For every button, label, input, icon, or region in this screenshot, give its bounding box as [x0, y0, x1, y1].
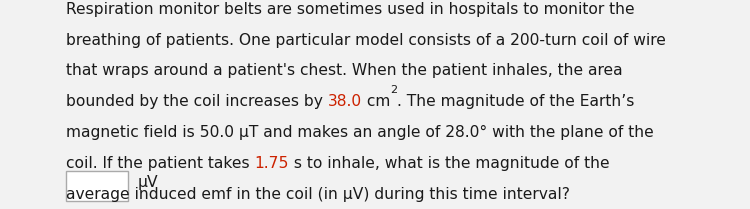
Text: cm: cm [362, 94, 390, 109]
Text: breathing of patients. One particular model consists of a 200-turn coil of wire: breathing of patients. One particular mo… [66, 33, 666, 47]
Text: μV: μV [137, 176, 158, 190]
Text: coil. If the patient takes: coil. If the patient takes [66, 156, 254, 171]
Text: 1.75: 1.75 [254, 156, 289, 171]
Text: bounded by the coil increases by: bounded by the coil increases by [66, 94, 328, 109]
Text: average induced emf in the coil (in μV) during this time interval?: average induced emf in the coil (in μV) … [66, 187, 570, 202]
Text: Respiration monitor belts are sometimes used in hospitals to monitor the: Respiration monitor belts are sometimes … [66, 2, 634, 17]
Text: 38.0: 38.0 [328, 94, 362, 109]
Text: s to inhale, what is the magnitude of the: s to inhale, what is the magnitude of th… [289, 156, 610, 171]
Text: 2: 2 [390, 85, 398, 95]
Text: that wraps around a patient's chest. When the patient inhales, the area: that wraps around a patient's chest. Whe… [66, 64, 622, 78]
Text: . The magnitude of the Earth’s: . The magnitude of the Earth’s [398, 94, 634, 109]
Text: magnetic field is 50.0 μT and makes an angle of 28.0° with the plane of the: magnetic field is 50.0 μT and makes an a… [66, 125, 654, 140]
